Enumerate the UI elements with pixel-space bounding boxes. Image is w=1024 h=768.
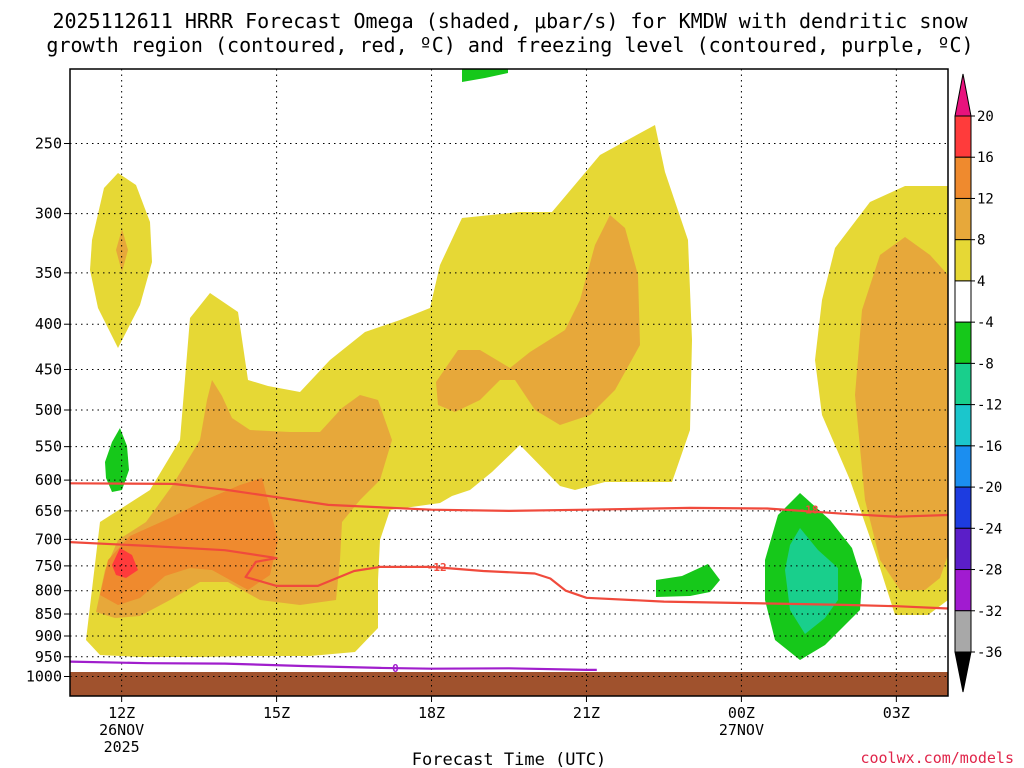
colorbar-label-12: 12	[977, 191, 994, 207]
colorbar-label--28: -28	[977, 563, 1002, 579]
x-tick-label-15Z-0: 15Z	[263, 704, 290, 722]
y-tick-label-550: 550	[35, 438, 62, 456]
time-gridlines	[121, 69, 897, 696]
y-tick-label-850: 850	[35, 605, 62, 623]
contour-label-freezing-level: 0	[392, 662, 399, 675]
omega-shading: -18 -12 0	[70, 69, 948, 696]
x-tick-label-03Z-0: 03Z	[883, 704, 910, 722]
y-tick-label-900: 900	[35, 627, 62, 645]
colorbar-bin--32-to--28	[954, 569, 972, 612]
x-tick-label-00Z-0: 00Z	[728, 704, 755, 722]
colorbar-label--12: -12	[977, 398, 1002, 414]
colorbar-label--8: -8	[977, 356, 994, 372]
colorbar-label--16: -16	[977, 439, 1002, 455]
colorbar-label--36: -36	[977, 645, 1002, 661]
omega-red-max-region	[112, 548, 138, 578]
omega-orange-right-blob	[855, 237, 948, 590]
chart-title-line-2: growth region (contoured, red, ºC) and f…	[46, 33, 973, 57]
x-tick-label-00Z-1: 27NOV	[719, 721, 764, 739]
colorbar-bin--36-to--32	[954, 610, 972, 653]
y-tick-label-450: 450	[35, 360, 62, 378]
y-tick-label-300: 300	[35, 205, 62, 223]
colorbar-label--32: -32	[977, 604, 1002, 620]
contour-dgz-minus12	[70, 541, 948, 610]
y-tick-label-350: 350	[35, 264, 62, 282]
contour-label-dgz-minus12: -12	[427, 561, 447, 574]
y-tick-label-950: 950	[35, 648, 62, 666]
colorbar-bin--12-to--8	[954, 362, 972, 406]
pressure-gridlines	[70, 143, 948, 677]
colorbar-bin-16-to-20	[954, 115, 972, 158]
y-tick-label-600: 600	[35, 471, 62, 489]
colorbar-label-4: 4	[977, 274, 985, 290]
colorbar-bin--20-to--16	[954, 445, 972, 488]
colorbar-label-8: 8	[977, 233, 985, 249]
colorbar-over-arrow	[954, 73, 972, 117]
omega-green-top-blob	[462, 69, 508, 82]
colorbar-under-arrow	[954, 651, 972, 693]
colorbar-label--4: -4	[977, 315, 994, 331]
colorbar-label-20: 20	[977, 109, 994, 125]
y-axis: 250 300 350 400 450 500 550 600 650 700 750 800 850 9…	[26, 135, 70, 686]
x-tick-label-12Z-0: 12Z	[108, 704, 135, 722]
contour-freezing-level	[70, 660, 597, 671]
y-tick-label-250: 250	[35, 135, 62, 153]
y-tick-label-1000: 1000	[26, 668, 62, 686]
x-tick-label-18Z-0: 18Z	[418, 704, 445, 722]
omega-green-mid-blob	[656, 564, 720, 597]
y-tick-label-500: 500	[35, 401, 62, 419]
x-tick-label-21Z-0: 21Z	[573, 704, 600, 722]
x-tick-label-12Z-2: 2025	[104, 738, 140, 756]
omega-dark-orange-region	[100, 478, 278, 605]
x-tick-label-12Z-1: 26NOV	[99, 721, 144, 739]
chart-title-line-1: 2025112611 HRRR Forecast Omega (shaded, …	[52, 9, 968, 33]
y-tick-label-750: 750	[35, 557, 62, 575]
colorbar-bin--8-to--4	[954, 321, 972, 364]
contour-label-dgz-minus18: -18	[799, 504, 819, 517]
colorbar-bin-12-to-16	[954, 156, 972, 199]
colorbar-bin--4-to-4	[954, 280, 972, 323]
colorbar-label--20: -20	[977, 480, 1002, 496]
y-tick-label-400: 400	[35, 315, 62, 333]
x-axis-label: Forecast Time (UTC)	[412, 750, 606, 768]
omega-orange-mid-blob	[436, 215, 640, 425]
colorbar-bin--24-to--20	[954, 486, 972, 529]
colorbar-bin-8-to-12	[954, 197, 972, 241]
colorbar-bin-4-to-8	[954, 239, 972, 282]
colorbar-bin--28-to--24	[954, 527, 972, 571]
y-tick-label-700: 700	[35, 530, 62, 548]
colorbar: 20 16 12 8 4 -4 -8 -12 -16 -20 -24 -28 -32 -36	[954, 73, 1002, 693]
colorbar-label-16: 16	[977, 150, 994, 166]
contour-dgz-minus18	[70, 482, 948, 518]
omega-teal-core	[785, 528, 838, 634]
plot-frame	[69, 68, 949, 697]
contour-layer: -18 -12 0	[70, 482, 948, 675]
credit-link[interactable]: coolwx.com/models	[860, 749, 1014, 767]
ground-below-surface	[70, 672, 948, 696]
y-tick-label-650: 650	[35, 502, 62, 520]
omega-green-left-blob	[105, 428, 129, 492]
y-tick-label-800: 800	[35, 582, 62, 600]
colorbar-label--24: -24	[977, 521, 1002, 537]
colorbar-bin--16-to--12	[954, 404, 972, 447]
